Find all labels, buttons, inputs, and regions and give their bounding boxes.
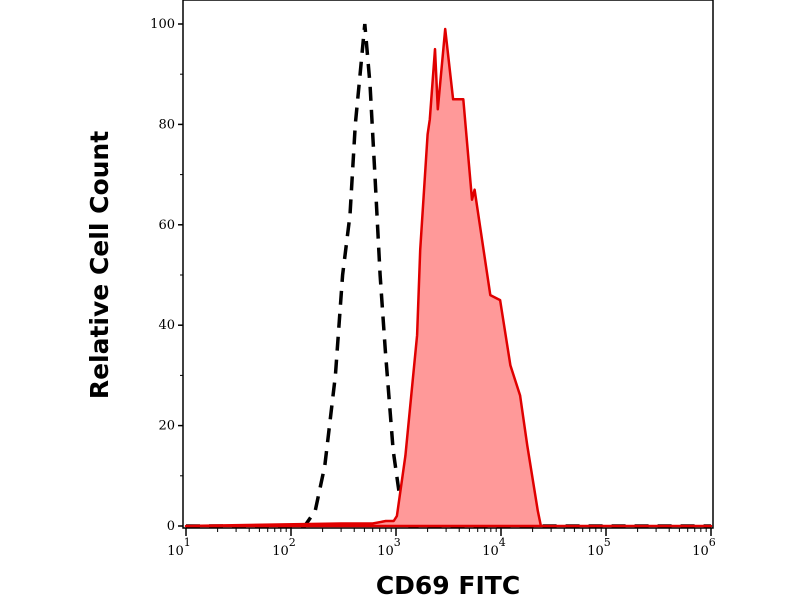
y-tick-label: 80 [158,117,175,132]
y-tick-label: 40 [158,318,175,333]
x-tick-label: 105 [587,536,611,559]
x-tick-label: 106 [692,536,716,559]
y-axis-label: Relative Cell Count [85,131,114,399]
plot-frame [182,0,714,529]
y-tick-label: 60 [158,218,175,233]
x-tick-label: 101 [167,536,191,559]
y-tick-label: 0 [167,519,175,534]
series-0-line [186,23,711,528]
y-tick-label: 20 [158,419,175,434]
x-tick-label: 104 [482,536,506,559]
x-axis-label: CD69 FITC [376,571,520,600]
x-tick-label: 102 [272,536,296,559]
x-tick-label: 103 [377,536,401,559]
y-tick-label: 100 [150,17,175,32]
series-1-area [184,27,713,528]
